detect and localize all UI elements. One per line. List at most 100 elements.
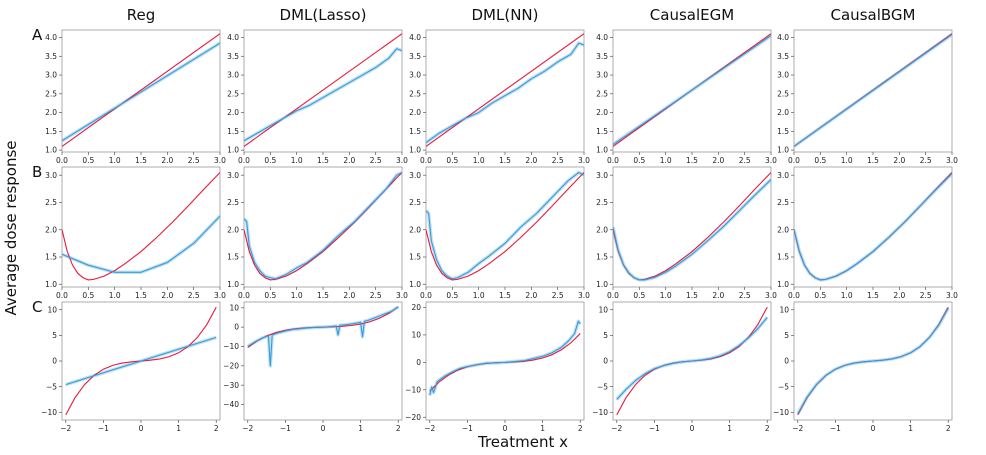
x-tick-label: 0.0	[420, 156, 432, 165]
y-tick-label: 2.5	[596, 198, 608, 207]
y-tick-label: 4.0	[45, 33, 57, 42]
y-tick-label: 3.0	[227, 171, 239, 180]
x-tick-label: 1	[908, 424, 913, 433]
plot-frame	[425, 29, 585, 153]
x-tick-label: 2.0	[525, 156, 537, 165]
y-tick-label: 1.5	[45, 127, 57, 136]
y-tick-label: 2.0	[409, 108, 421, 117]
y-tick-label: 3.5	[227, 52, 239, 61]
y-tick-label: 2.0	[409, 225, 421, 234]
y-tick-label: 1.0	[777, 146, 789, 155]
x-tick-label: 1.0	[109, 291, 121, 300]
x-tick-label: 0.0	[56, 291, 68, 300]
truth-line	[62, 172, 220, 281]
truth-line	[794, 172, 952, 281]
x-tick-label: 0.0	[607, 291, 619, 300]
y-tick-label: 5	[603, 331, 608, 340]
x-tick-label: 0.0	[607, 156, 619, 165]
y-tick-label: 2.0	[596, 225, 608, 234]
y-tick-label: 3.5	[777, 52, 789, 61]
y-tick-label: 4.0	[409, 33, 421, 42]
y-tick-label: 3.0	[409, 71, 421, 80]
x-tick-label: 0.5	[814, 291, 826, 300]
x-tick-label: 3.0	[214, 156, 226, 165]
figure-ylabel: Average dose response	[2, 140, 20, 315]
y-tick-label: 1.5	[227, 253, 239, 262]
x-tick-label: 1.0	[841, 291, 853, 300]
x-tick-label: 2	[578, 424, 583, 433]
truth-line	[613, 172, 771, 281]
y-tick-label: −10	[405, 385, 421, 394]
x-tick-label: 0.0	[238, 156, 250, 165]
figure-xlabel: Treatment x	[477, 433, 568, 451]
truth-line	[244, 172, 402, 281]
truth-line	[426, 172, 584, 281]
x-tick-label: 3.0	[765, 156, 777, 165]
plot-frame	[243, 301, 403, 421]
x-tick-label: 1.0	[660, 156, 672, 165]
estimate-line	[426, 171, 584, 280]
x-tick-label: −1	[649, 424, 660, 433]
x-tick-label: 3.0	[946, 156, 958, 165]
x-tick-label: 2.5	[552, 156, 564, 165]
y-tick-label: 3.0	[777, 71, 789, 80]
y-tick-label: 1.0	[227, 280, 239, 289]
y-tick-label: 1.0	[777, 280, 789, 289]
x-tick-label: 1.5	[499, 291, 511, 300]
estimate-line	[65, 336, 217, 386]
panels: 0.0 0.5 1.0 1.5 2.0 2.5 3.01.01.52.02.53.03.54…	[41, 29, 958, 433]
estimate-line	[247, 306, 399, 367]
estimate-line	[613, 35, 771, 145]
x-tick-label: −2	[242, 424, 253, 433]
estimate-line	[62, 215, 220, 273]
y-tick-label: 10	[779, 305, 789, 314]
x-tick-label: 2.0	[343, 291, 355, 300]
y-tick-label: 2.0	[777, 108, 789, 117]
y-tick-label: 2.0	[45, 225, 57, 234]
y-tick-label: 3.0	[227, 71, 239, 80]
x-tick-label: 0.0	[56, 156, 68, 165]
y-tick-label: 1.5	[777, 253, 789, 262]
panel-B-0: 0.0 0.5 1.0 1.5 2.0 2.5 3.0 1.0 1.5 2.0 2.5 3.0	[45, 166, 226, 300]
y-tick-label: 2.5	[227, 198, 239, 207]
x-tick-label: 1.5	[135, 291, 147, 300]
y-tick-label: −20	[223, 361, 239, 370]
y-tick-label: 1.0	[596, 146, 608, 155]
estimate-band	[428, 319, 582, 396]
x-tick-label: 0	[321, 424, 326, 433]
y-tick-label: 0	[234, 323, 239, 332]
y-tick-label: 2.0	[227, 225, 239, 234]
y-tick-label: 1.5	[596, 127, 608, 136]
x-tick-label: −2	[424, 424, 435, 433]
x-tick-label: 2.5	[739, 291, 751, 300]
y-tick-label: 3.0	[45, 171, 57, 180]
y-tick-label: −5	[597, 382, 608, 391]
estimate-band	[613, 178, 771, 282]
x-tick-label: 0.5	[814, 156, 826, 165]
y-tick-label: −10	[592, 408, 608, 417]
x-tick-label: −1	[280, 424, 291, 433]
y-tick-label: 2.5	[409, 198, 421, 207]
x-tick-label: 0	[871, 424, 876, 433]
x-tick-label: 1.0	[109, 156, 121, 165]
estimate-band	[615, 316, 769, 401]
x-tick-label: 1	[727, 424, 732, 433]
x-tick-label: 0.5	[446, 156, 458, 165]
x-tick-label: 0.5	[633, 291, 645, 300]
x-tick-label: 0.5	[633, 156, 645, 165]
x-tick-label: 0.0	[788, 156, 800, 165]
row-labels: A B C	[32, 26, 43, 316]
y-tick-label: 1.0	[596, 280, 608, 289]
truth-line	[62, 33, 220, 147]
y-tick-label: 3.0	[409, 171, 421, 180]
x-tick-label: 0.0	[238, 291, 250, 300]
x-tick-label: 2.0	[712, 156, 724, 165]
y-tick-label: 0	[603, 357, 608, 366]
estimate-line	[616, 317, 768, 400]
panel-A-4: 0.0 0.5 1.0 1.5 2.0 2.5 3.0 1.0 1.5 2.0 2.5 3.0 3.5 4…	[777, 29, 958, 165]
x-tick-label: 1.5	[867, 156, 879, 165]
y-tick-label: 3.0	[596, 71, 608, 80]
x-tick-label: −2	[60, 424, 71, 433]
